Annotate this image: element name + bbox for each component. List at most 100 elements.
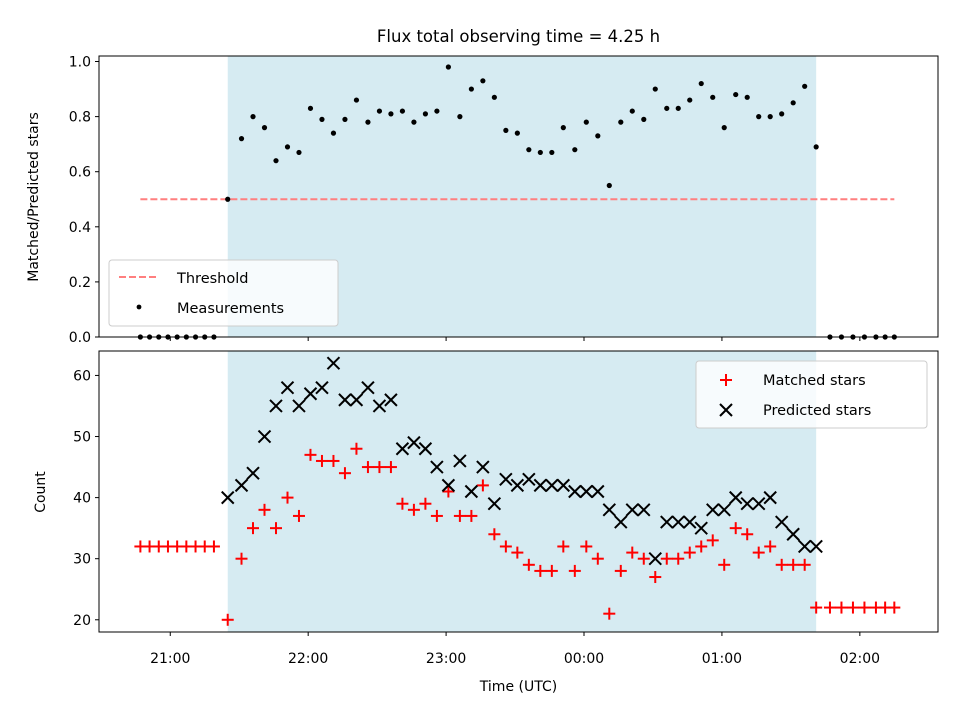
matched-star-point <box>846 601 859 614</box>
matched-star-point <box>729 522 742 535</box>
matched-star-point <box>637 552 650 565</box>
top-panel-marks <box>137 64 897 340</box>
matched-star-point <box>798 558 811 571</box>
matched-star-point <box>511 546 524 559</box>
matched-star-point <box>695 540 708 553</box>
predicted-star-point <box>257 429 272 444</box>
predicted-star-point <box>407 435 421 450</box>
matched-star-point <box>775 558 788 571</box>
matched-star-point <box>787 558 800 571</box>
measurement-point <box>273 158 279 164</box>
measurement-point <box>595 133 601 139</box>
measurement-point <box>307 105 314 111</box>
matched-star-point <box>888 601 901 614</box>
predicted-star-point <box>430 460 444 474</box>
predicted-star-point <box>234 478 249 493</box>
measurement-point <box>468 86 474 92</box>
measurement-point <box>583 119 589 125</box>
predicted-star-point <box>533 478 548 493</box>
measurement-point <box>353 97 360 103</box>
matched-star-point <box>741 528 754 541</box>
bottom-y-axis-label: Count <box>33 471 49 513</box>
measurement-point <box>744 94 750 100</box>
predicted-star-point <box>556 478 571 493</box>
predicted-star-point <box>487 497 502 511</box>
predicted-star-point <box>602 503 617 517</box>
matched-star-point <box>247 522 260 535</box>
predicted-star-point <box>683 515 697 529</box>
top-y-tick-label: 1.0 <box>69 55 91 71</box>
predicted-star-point <box>338 393 352 407</box>
matched-star-point <box>315 454 328 467</box>
bottom-y-tick-label: 20 <box>73 613 91 629</box>
bottom-y-tick-label: 30 <box>73 552 91 568</box>
measurement-point <box>698 80 704 87</box>
predicted-star-point <box>751 497 766 511</box>
measurement-point <box>560 125 566 131</box>
measurement-point <box>503 127 509 133</box>
matched-star-point <box>235 552 248 565</box>
top-y-tick-label: 0.0 <box>69 330 91 346</box>
bottom-legend: Matched stars Predicted stars <box>695 360 928 429</box>
matched-star-point <box>499 540 512 553</box>
measurement-point <box>411 119 417 125</box>
matched-star-point <box>718 558 731 571</box>
matched-star-point <box>534 564 547 577</box>
matched-star-point <box>614 564 627 577</box>
measurement-point <box>779 111 785 117</box>
matched-star-point <box>672 552 685 565</box>
bottom-y-tick-label: 60 <box>73 368 91 384</box>
bottom-y-tick-label: 50 <box>73 430 91 446</box>
bottom-panel-marks <box>134 356 901 626</box>
top-panel: 0.0 0.2 0.4 0.6 0.8 1.0 Flux total observing … <box>26 27 939 346</box>
predicted-star-point <box>522 472 536 486</box>
matched-star-point <box>396 497 409 510</box>
measurement-point <box>514 130 520 136</box>
measurement-point <box>434 108 440 114</box>
predicted-star-point <box>809 539 823 554</box>
measurement-point <box>342 116 348 122</box>
predicted-star-point <box>729 490 743 505</box>
predicted-star-point <box>384 393 398 407</box>
measurement-point <box>238 136 245 142</box>
predicted-star-point <box>246 466 260 480</box>
matched-star-point <box>338 467 351 480</box>
measurement-point <box>225 196 231 202</box>
measurement-point <box>537 149 543 156</box>
measurement-point <box>721 125 727 131</box>
predicted-star-point <box>774 515 789 529</box>
predicted-star-point <box>315 380 329 395</box>
matched-star-point <box>488 528 501 541</box>
measurement-point <box>790 100 796 106</box>
x-tick-label: 22:00 <box>288 651 328 667</box>
measurement-point <box>664 105 670 111</box>
matched-star-point <box>626 546 639 559</box>
x-tick-label: 21:00 <box>150 651 190 667</box>
matched-star-point <box>568 564 581 577</box>
matched-star-point <box>764 540 777 553</box>
predicted-star-point <box>625 503 639 517</box>
predicted-star-point <box>763 490 777 505</box>
matched-star-point <box>522 558 535 571</box>
predicted-star-point <box>694 521 708 535</box>
top-y-ticks: 0.0 0.2 0.4 0.6 0.8 1.0 <box>69 55 99 346</box>
matched-star-point <box>603 607 616 620</box>
predicted-star-point <box>326 356 341 370</box>
measurement-point <box>687 97 693 103</box>
bottom-panel: 20 30 40 50 60 21:00 22:00 23:00 00:00 01:00 02:0… <box>33 350 939 695</box>
predicted-legend-label: Predicted stars <box>763 403 871 419</box>
bottom-x-ticks: 21:00 22:00 23:00 00:00 01:00 02:00 <box>150 632 880 667</box>
predicted-star-point <box>418 442 433 456</box>
top-legend: Threshold Measurements <box>108 259 339 327</box>
matched-star-point <box>591 552 604 565</box>
measurement-point <box>813 144 819 150</box>
measurement-point <box>618 119 624 125</box>
matched-star-point <box>545 564 558 577</box>
predicted-star-point <box>510 478 525 493</box>
predicted-star-point <box>499 472 513 486</box>
measurement-point <box>629 108 635 114</box>
matched-star-point <box>281 491 294 504</box>
top-y-tick-label: 0.6 <box>69 165 91 181</box>
matched-star-point <box>823 601 836 614</box>
